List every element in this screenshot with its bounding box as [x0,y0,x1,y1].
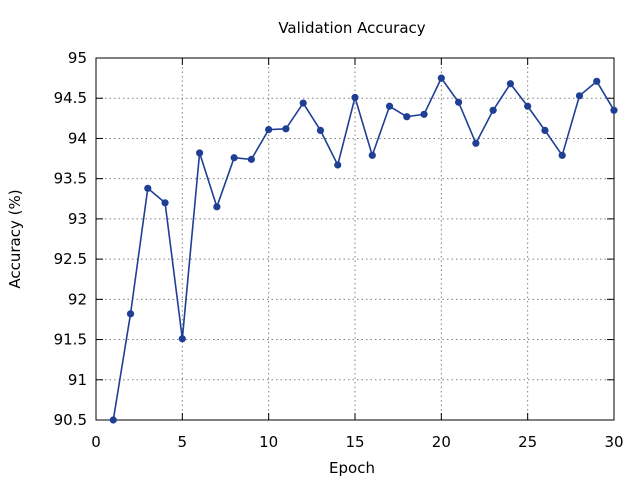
y-axis-label: Accuracy (%) [6,189,24,288]
data-point [593,77,601,85]
data-point [299,99,307,107]
data-point [455,98,463,106]
x-tick-label: 5 [178,433,188,451]
data-point [351,93,359,102]
x-tick-label: 15 [345,433,364,451]
series-line [112,76,615,421]
y-tick-label: 95 [68,49,87,67]
data-point [161,199,169,207]
data-point [230,154,238,162]
data-point [109,416,117,424]
y-tick-label: 91 [68,371,87,389]
series-layer [109,74,618,424]
x-tick-label: 0 [91,433,101,451]
x-tick-label: 20 [432,433,451,451]
data-point [178,335,186,343]
chart-title: Validation Accuracy [278,19,425,37]
data-point [420,110,428,118]
y-tick-label: 94.5 [54,89,87,107]
data-point [472,139,480,147]
x-tick-label: 30 [604,433,623,451]
data-point [144,184,152,192]
x-tick-label: 10 [259,433,278,451]
data-point [541,126,549,134]
data-point [575,92,584,100]
plot-frame [95,57,615,421]
data-point [558,151,566,159]
data-point [316,126,325,134]
data-point [610,106,618,114]
data-point [506,80,514,88]
data-point [265,125,273,134]
y-tick-label: 92 [68,290,87,308]
data-point [126,310,135,318]
data-point [489,106,497,114]
data-point [437,74,445,82]
data-point [247,155,255,163]
y-tick-label: 90.5 [54,411,87,429]
data-point [282,125,290,133]
y-tick-label: 93.5 [54,170,87,188]
data-point [196,149,204,157]
axis-ticks: 90.5 91 91.5 92 92.5 93 93.5 94 94.5 95 0 5 10 15 20 25… [54,49,624,451]
y-tick-label: 91.5 [54,331,87,349]
x-axis-label: Epoch [329,459,375,477]
y-tick-label: 92.5 [54,250,87,268]
x-tick-label: 25 [518,433,537,451]
data-point [385,102,394,110]
grid [96,58,614,420]
data-point [334,161,342,169]
data-point [213,203,221,211]
data-point [403,113,411,121]
data-point [524,102,532,110]
data-point [368,151,376,159]
y-tick-label: 94 [68,129,87,147]
y-tick-label: 93 [68,210,87,228]
